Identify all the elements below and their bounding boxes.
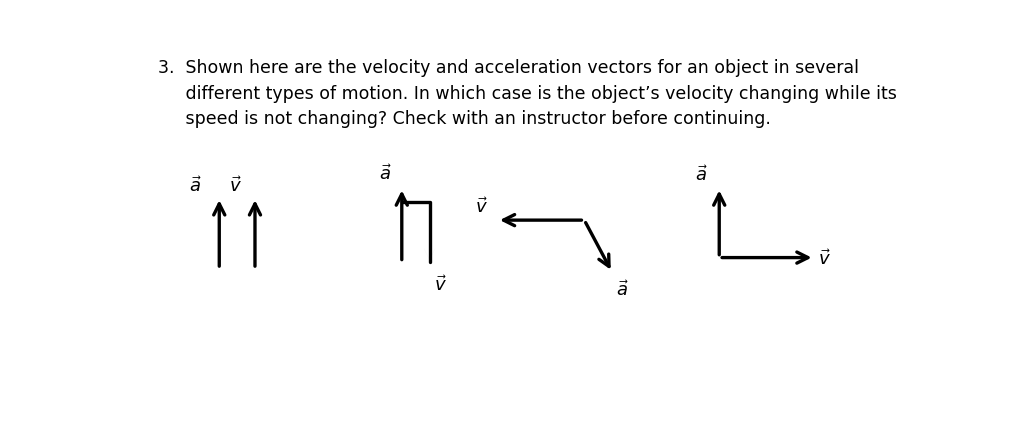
Text: $\vec{v}$: $\vec{v}$ (475, 197, 487, 217)
Text: $\vec{v}$: $\vec{v}$ (818, 249, 831, 269)
Text: 3.  Shown here are the velocity and acceleration vectors for an object in severa: 3. Shown here are the velocity and accel… (158, 59, 897, 128)
Text: $\vec{a}$: $\vec{a}$ (379, 165, 391, 184)
Text: $\vec{a}$: $\vec{a}$ (616, 280, 629, 300)
Text: $\vec{a}$: $\vec{a}$ (694, 165, 708, 185)
Text: $\vec{v}$: $\vec{v}$ (228, 176, 242, 196)
Text: $\vec{a}$: $\vec{a}$ (189, 176, 202, 196)
Text: $\vec{v}$: $\vec{v}$ (433, 275, 446, 295)
